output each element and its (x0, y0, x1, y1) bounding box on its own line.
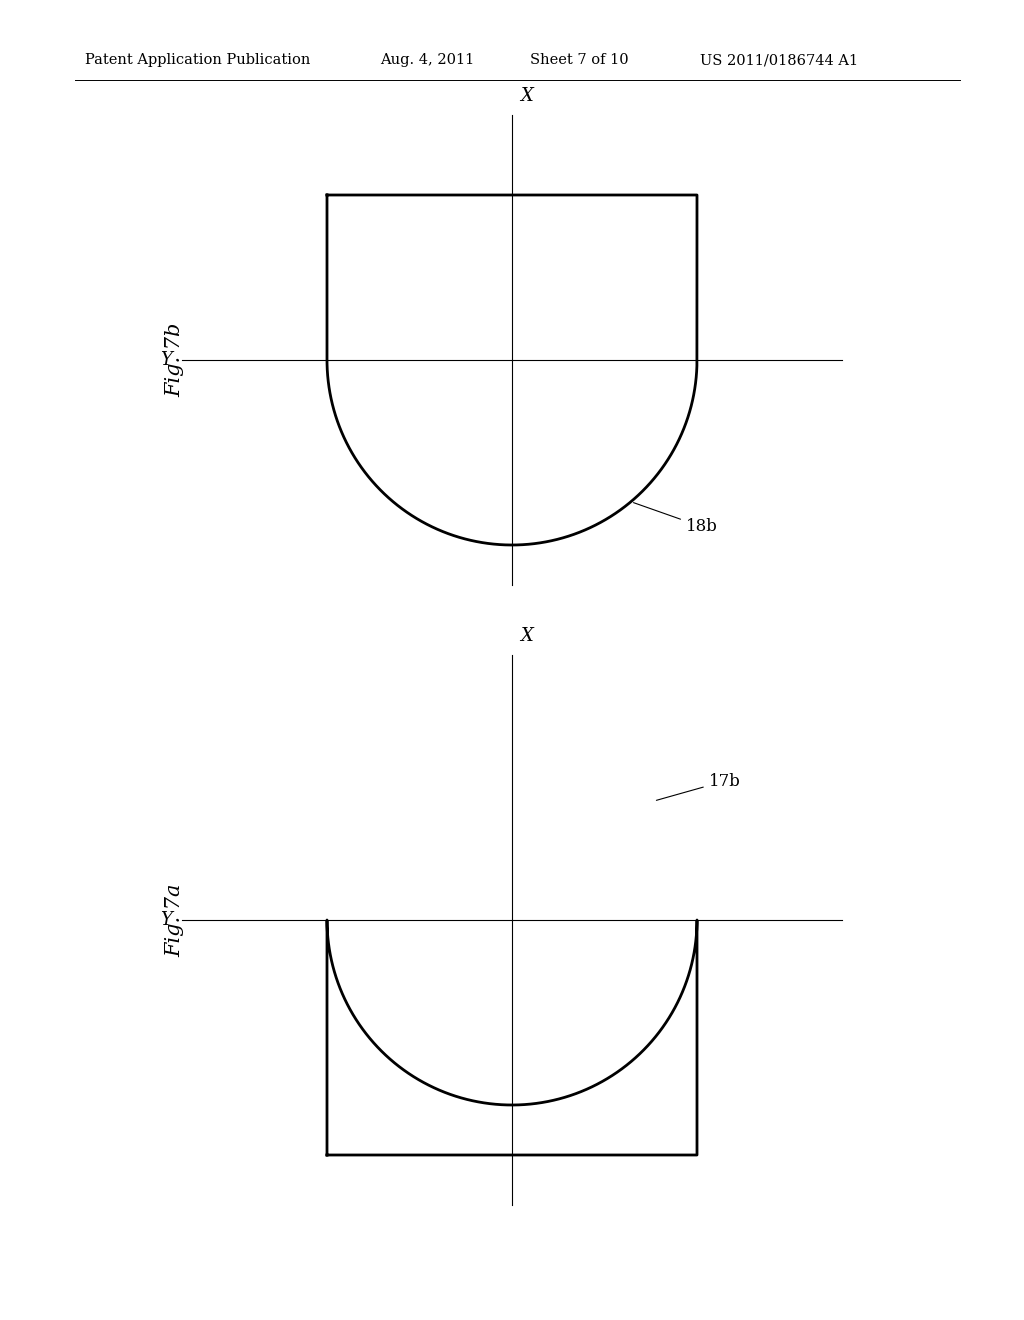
Text: Y: Y (160, 911, 172, 929)
Text: Patent Application Publication: Patent Application Publication (85, 53, 310, 67)
Text: Y: Y (160, 351, 172, 370)
Text: 17b: 17b (656, 772, 740, 800)
Text: Aug. 4, 2011: Aug. 4, 2011 (380, 53, 474, 67)
Text: X: X (520, 627, 532, 645)
Text: 18b: 18b (634, 503, 718, 535)
Text: Sheet 7 of 10: Sheet 7 of 10 (530, 53, 629, 67)
Text: Fig. 7b: Fig. 7b (166, 323, 184, 397)
Text: US 2011/0186744 A1: US 2011/0186744 A1 (700, 53, 858, 67)
Text: Fig. 7a: Fig. 7a (166, 883, 184, 957)
Text: X: X (520, 87, 532, 106)
